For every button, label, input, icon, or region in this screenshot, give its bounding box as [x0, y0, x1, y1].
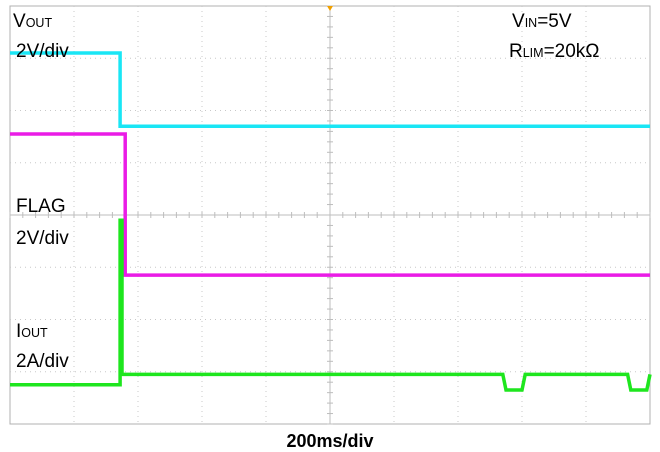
trace-iout	[10, 218, 652, 392]
vin-sub: IN	[524, 16, 538, 30]
trace-vout	[10, 51, 650, 128]
trigger-marker	[327, 6, 333, 11]
vout-label-main: V	[13, 11, 26, 32]
x-axis-label: 200ms/div	[286, 431, 374, 451]
vin-main: V	[512, 11, 525, 32]
trace-flag	[10, 132, 650, 277]
flag-label: FLAG	[16, 196, 66, 217]
vout-scale: 2V/div	[16, 41, 69, 62]
trigger-icon	[327, 6, 333, 11]
iout-label-sub: OUT	[21, 326, 48, 340]
vout-label-sub: OUT	[25, 16, 53, 30]
grid	[9, 5, 651, 425]
vin-annotation: VIN=5V	[512, 12, 572, 31]
rlim-main: R	[509, 41, 523, 62]
traces	[10, 51, 652, 392]
rlim-value: =20kΩ	[543, 41, 600, 62]
iout-label: IOUT	[16, 322, 48, 341]
rlim-annotation: RLIM=20kΩ	[509, 42, 600, 61]
iout-label-main: I	[16, 321, 22, 342]
rlim-sub: LIM	[522, 46, 544, 60]
vout-label: VOUT	[13, 12, 52, 31]
iout-scale: 2A/div	[16, 351, 69, 372]
vin-value: =5V	[537, 11, 572, 32]
flag-scale: 2V/div	[16, 228, 69, 249]
